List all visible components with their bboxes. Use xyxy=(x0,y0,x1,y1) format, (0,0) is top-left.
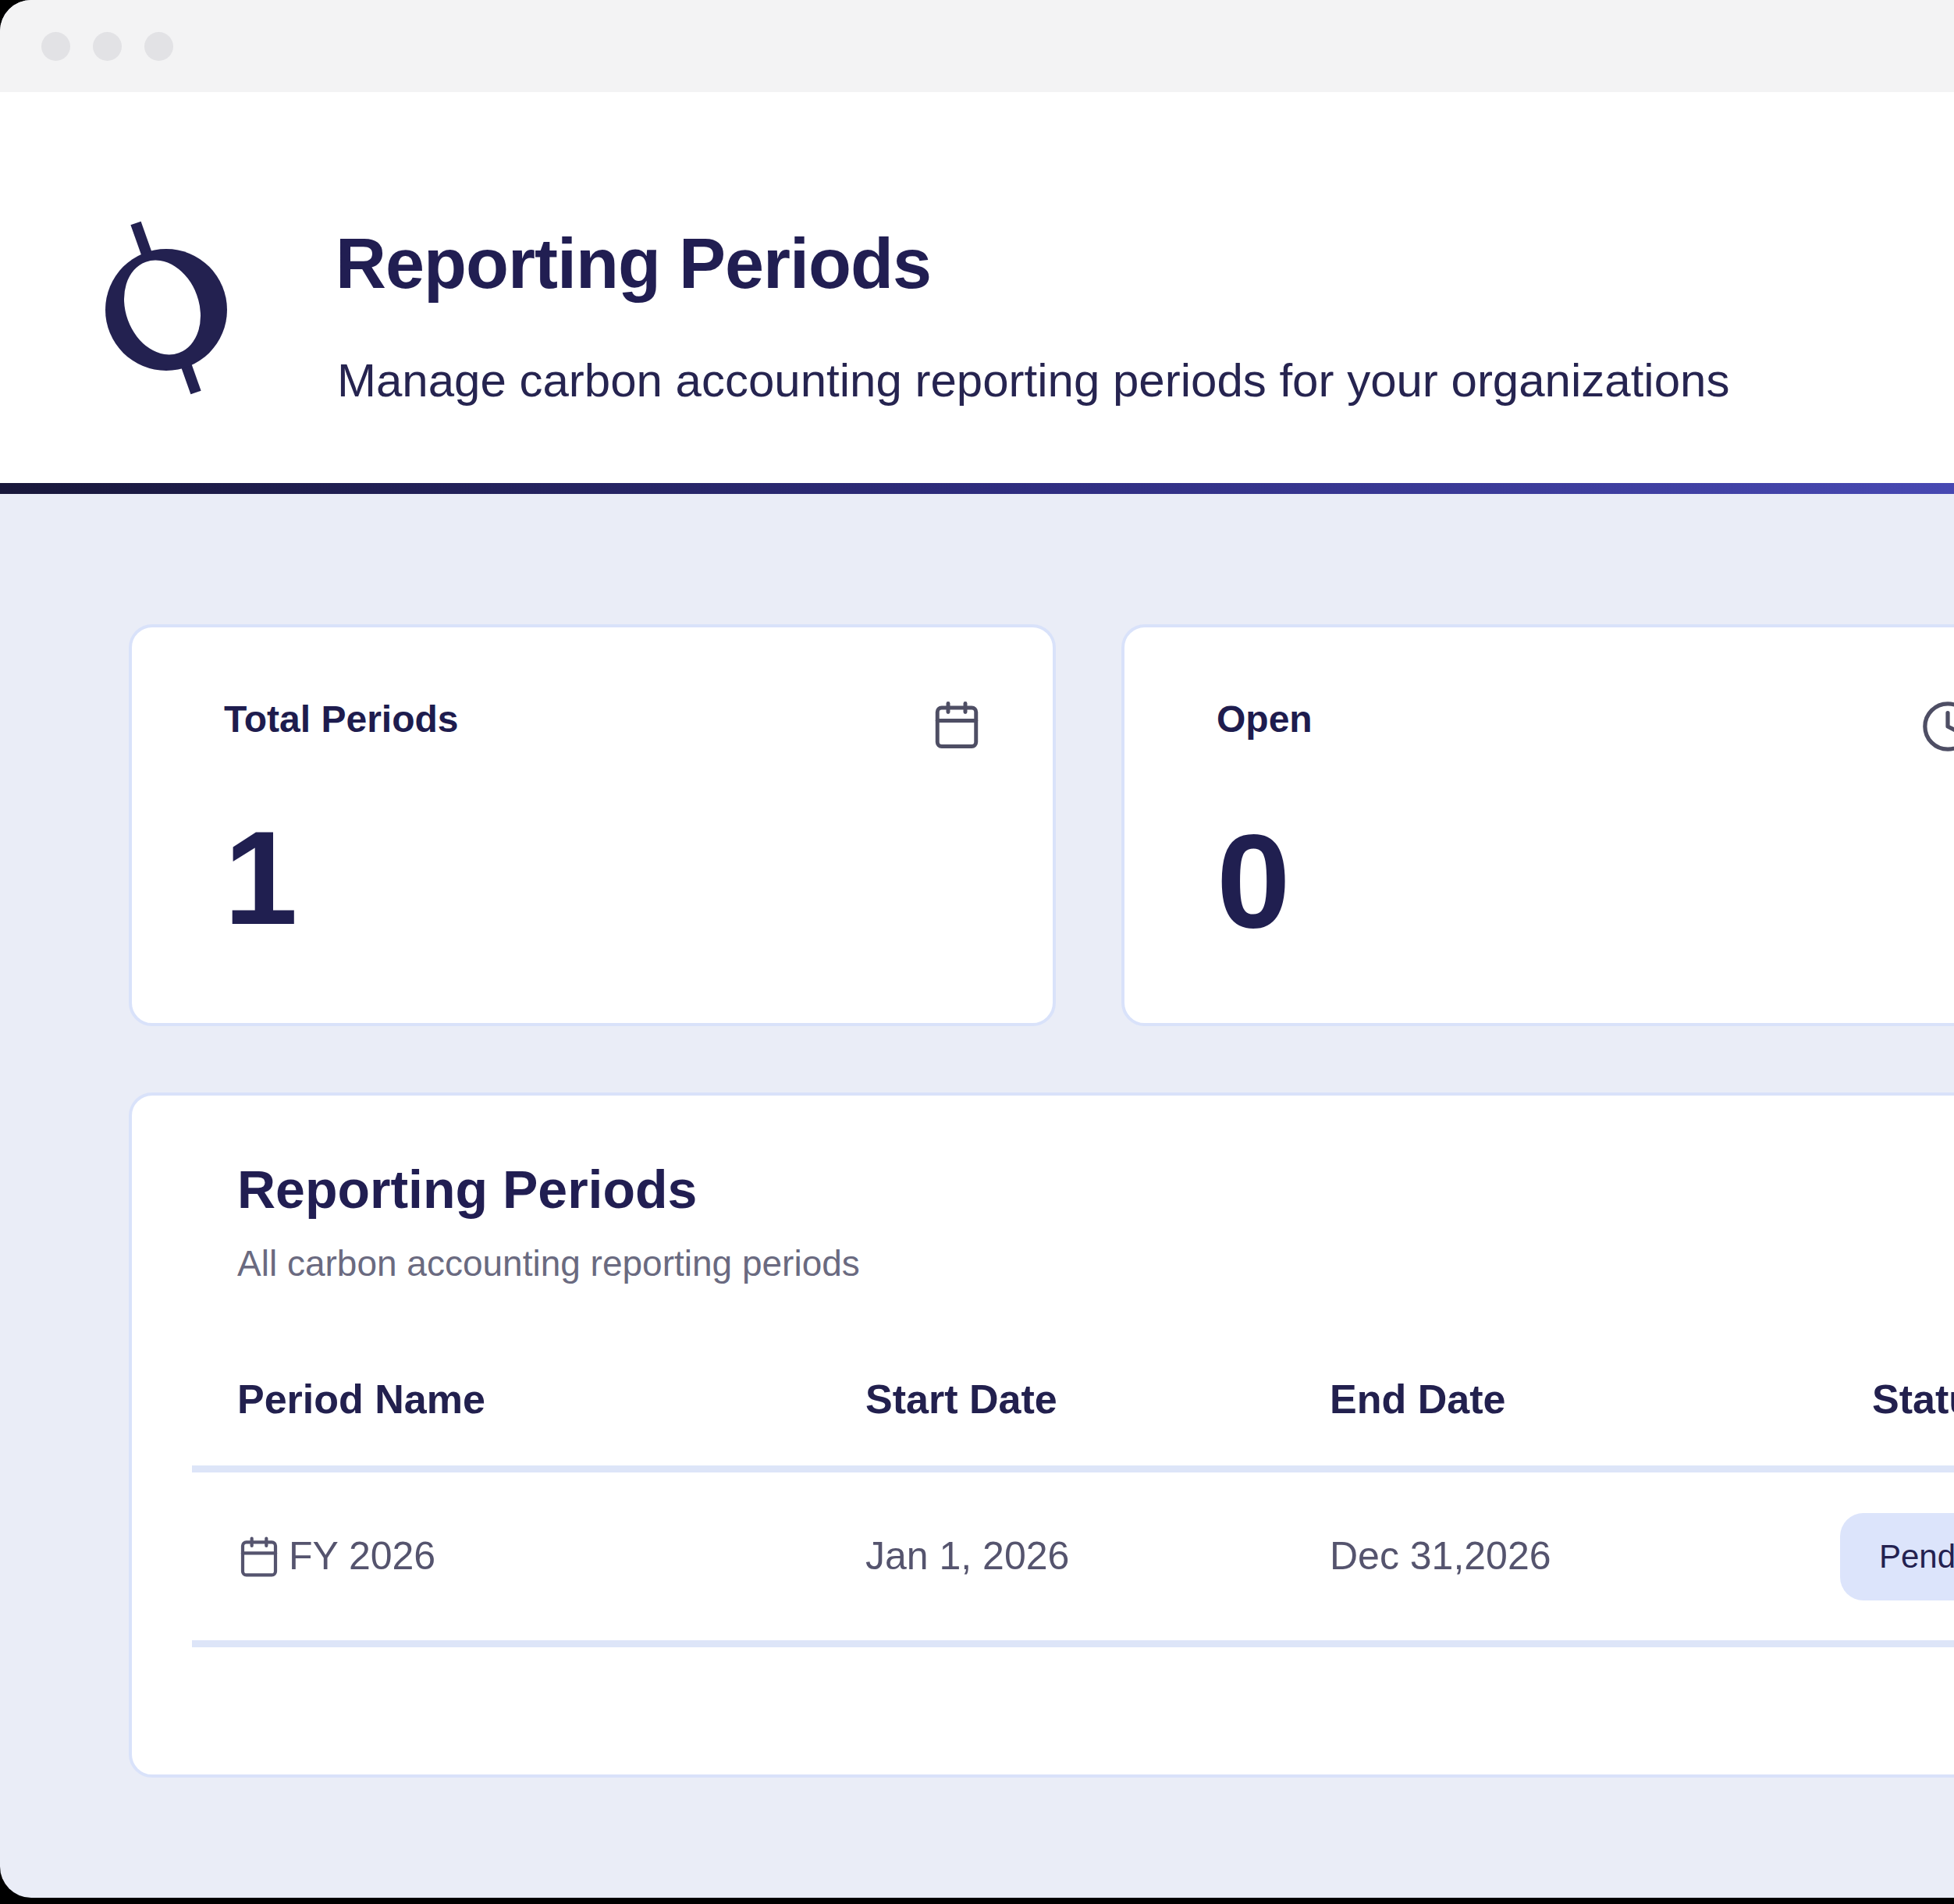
app-window: Reporting Periods Manage carbon accounti… xyxy=(0,0,1954,1898)
stat-value: 0 xyxy=(1217,815,1954,947)
periods-table: Period Name Start Date End Date Status F… xyxy=(192,1377,1954,1647)
stat-card-open: Open 0 xyxy=(1121,624,1954,1026)
status-cell: Pending xyxy=(1872,1513,1954,1600)
column-header-end-date: End Date xyxy=(1330,1377,1872,1422)
stat-card-header: Open xyxy=(1217,699,1954,754)
card-subtitle: All carbon accounting reporting periods xyxy=(237,1242,1954,1285)
window-control-dot xyxy=(144,32,173,61)
calendar-icon xyxy=(237,1535,281,1579)
page-header: Reporting Periods Manage carbon accounti… xyxy=(0,92,1954,483)
clock-icon xyxy=(1920,699,1954,754)
calendar-icon xyxy=(931,699,982,751)
screenshot-root: { "header": { "title": "Reporting Period… xyxy=(0,0,1954,1904)
column-header-status: Status xyxy=(1872,1377,1954,1422)
header-accent-divider xyxy=(0,483,1954,494)
period-name: FY 2026 xyxy=(289,1535,435,1578)
brand-logo-icon xyxy=(92,209,240,404)
window-control-dot xyxy=(93,32,122,61)
period-name-cell: FY 2026 xyxy=(237,1535,865,1579)
page-subtitle: Manage carbon accounting reporting perio… xyxy=(337,351,1729,410)
table-header-row: Period Name Start Date End Date Status xyxy=(192,1377,1954,1472)
column-header-start-date: Start Date xyxy=(865,1377,1330,1422)
stats-row: Total Periods 1 Open xyxy=(129,624,1954,1026)
main-content: Total Periods 1 Open xyxy=(0,494,1954,1898)
stat-card-header: Total Periods xyxy=(224,699,982,751)
status-badge: Pending xyxy=(1840,1513,1954,1600)
stat-card-total-periods: Total Periods 1 xyxy=(129,624,1056,1026)
reporting-periods-card: Reporting Periods All carbon accounting … xyxy=(129,1092,1954,1778)
stat-label: Total Periods xyxy=(224,699,459,741)
start-date-cell: Jan 1, 2026 xyxy=(865,1535,1330,1578)
card-title: Reporting Periods xyxy=(237,1160,1954,1219)
stat-value: 1 xyxy=(224,812,982,944)
stat-label: Open xyxy=(1217,699,1313,741)
window-titlebar xyxy=(0,0,1954,92)
column-header-period-name: Period Name xyxy=(237,1377,865,1422)
end-date-cell: Dec 31,2026 xyxy=(1330,1535,1872,1578)
page-title: Reporting Periods xyxy=(336,229,931,299)
window-control-dot xyxy=(41,32,70,61)
table-row[interactable]: FY 2026 Jan 1, 2026 Dec 31,2026 Pending xyxy=(192,1472,1954,1647)
